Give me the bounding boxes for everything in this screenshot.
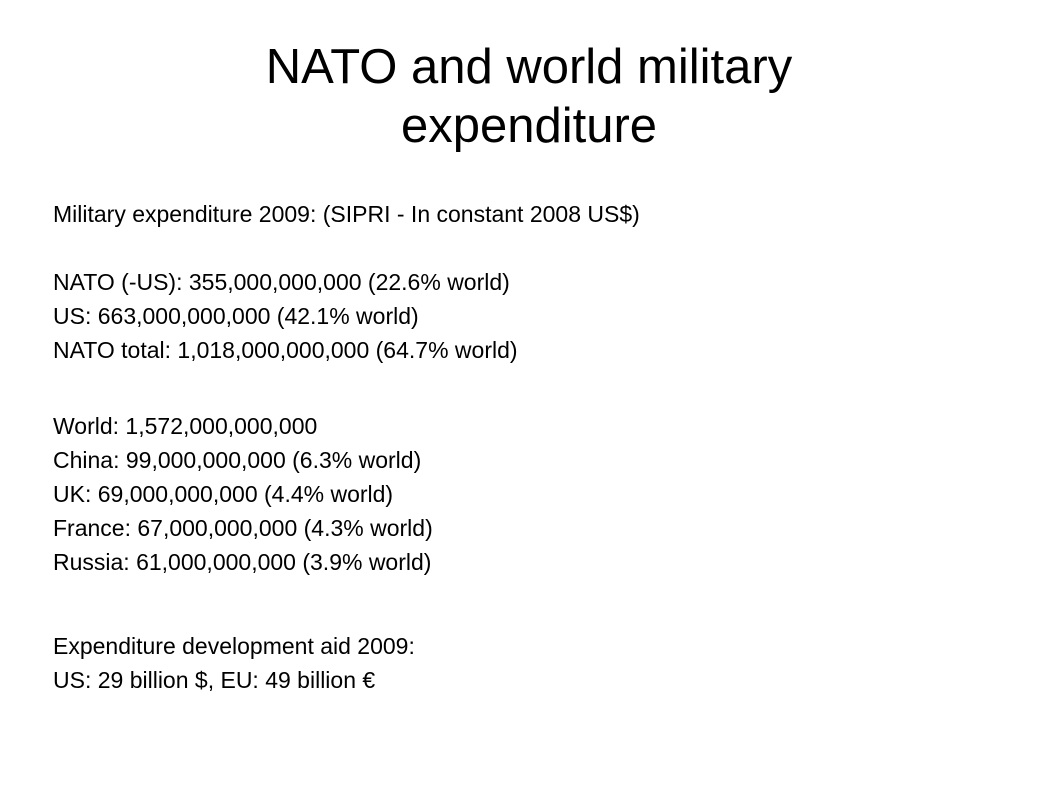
development-aid-block: Expenditure development aid 2009: US: 29… <box>53 629 415 697</box>
nato-line-nato-minus-us: NATO (-US): 355,000,000,000 (22.6% world… <box>53 269 510 295</box>
slide-title-line-2: expenditure <box>400 99 658 153</box>
expenditure-header-line: Military expenditure 2009: (SIPRI - In c… <box>53 201 640 227</box>
expenditure-header-block: Military expenditure 2009: (SIPRI - In c… <box>53 197 640 231</box>
world-expenditure-list: World: 1,572,000,000,000 China: 99,000,0… <box>53 409 433 579</box>
nato-line-us: US: 663,000,000,000 (42.1% world) <box>53 303 419 329</box>
world-line-russia: Russia: 61,000,000,000 (3.9% world) <box>53 549 432 575</box>
nato-line-total: NATO total: 1,018,000,000,000 (64.7% wor… <box>53 337 518 363</box>
aid-line-values: US: 29 billion $, EU: 49 billion € <box>53 667 376 693</box>
world-line-france: France: 67,000,000,000 (4.3% world) <box>53 515 433 541</box>
aid-line-heading: Expenditure development aid 2009: <box>53 633 415 659</box>
slide-title-line-1: NATO and world military <box>265 40 793 94</box>
world-line-china: China: 99,000,000,000 (6.3% world) <box>53 447 422 473</box>
nato-expenditure-list: NATO (-US): 355,000,000,000 (22.6% world… <box>53 265 518 367</box>
world-line-world: World: 1,572,000,000,000 <box>53 413 318 439</box>
slide-title: NATO and world military expenditure <box>0 38 1058 156</box>
world-line-uk: UK: 69,000,000,000 (4.4% world) <box>53 481 394 507</box>
